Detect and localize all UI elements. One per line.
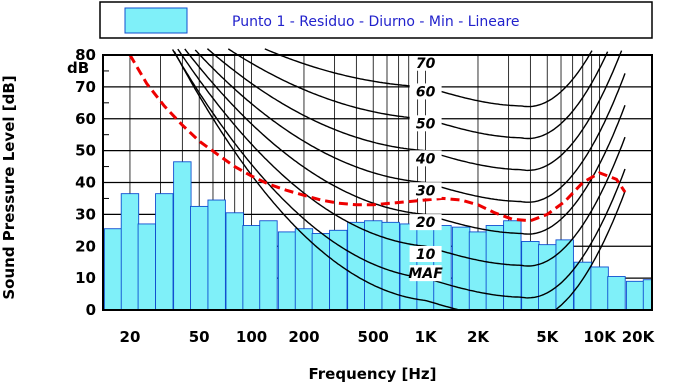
bar [521, 241, 540, 311]
bar [225, 212, 244, 311]
y-tick-label: 60 [75, 110, 96, 128]
loudness-curve [177, 48, 626, 267]
threshold-curve-line [128, 54, 627, 223]
legend: Punto 1 - Residuo - Diurno - Min - Linea… [99, 1, 653, 39]
legend-box [99, 1, 653, 39]
legend-swatch [124, 7, 188, 34]
curve-label: 30 [416, 183, 436, 199]
x-tick-label: 1K [415, 328, 438, 346]
curve-label-bg [409, 214, 442, 231]
curve-label-bg [409, 182, 442, 199]
curve-label-bg [409, 246, 442, 262]
bar [625, 280, 645, 311]
legend-label: Punto 1 - Residuo - Diurno - Min - Linea… [232, 14, 520, 30]
bar [155, 193, 174, 311]
bar [451, 226, 471, 311]
x-tick-label: 20K [622, 328, 656, 346]
bar [329, 229, 348, 311]
curve-label-bg [409, 83, 442, 100]
x-tick-label: 50 [189, 328, 210, 346]
curve-label: 50 [416, 116, 436, 132]
y-axis-label: Sound Pressure Level [dB] [0, 75, 18, 299]
curve-label-bg [409, 150, 442, 167]
x-tick-label: 200 [288, 328, 319, 346]
bar [120, 193, 140, 311]
bar [538, 244, 557, 311]
loudness-curve [184, 48, 626, 235]
x-tick-label: 20 [120, 328, 141, 346]
bar [259, 220, 278, 311]
curve-label: 10 [416, 247, 436, 263]
y-tick-label: 80 [75, 46, 96, 64]
loudness-curve [171, 49, 626, 299]
bar [103, 228, 123, 311]
bar [242, 225, 261, 311]
curve-label: 20 [416, 215, 436, 231]
bar [381, 221, 400, 311]
loudness-curve [194, 49, 626, 203]
bar [173, 161, 192, 311]
curve-label: 60 [416, 84, 436, 100]
y-tick-labels: 0 10 20 30 40 50 60 70 80 [75, 46, 96, 319]
curve-label-bg [409, 265, 442, 282]
y-tick-label: 0 [86, 301, 96, 319]
bar [207, 199, 226, 311]
y-tick-label: 30 [75, 205, 96, 223]
plot-frame [102, 54, 653, 311]
bar [468, 231, 488, 311]
loudness-curve [206, 48, 623, 172]
y-tick-label: 10 [75, 269, 96, 287]
curve-label-bg [409, 115, 442, 132]
bar [485, 225, 505, 311]
bar [137, 223, 156, 311]
x-tick-label: 5K [536, 328, 559, 346]
y-tick-label: 40 [75, 174, 96, 192]
bar [642, 279, 653, 311]
y-tick-label: 70 [75, 78, 96, 96]
curve-label: MAF [408, 266, 443, 282]
bar [555, 239, 574, 311]
curve-label-bg [409, 54, 442, 71]
x-tick-label: 100 [236, 328, 267, 346]
bar [347, 221, 366, 311]
bar [277, 231, 297, 311]
x-tick-label: 2K [467, 328, 490, 346]
curve-labels: 70 60 50 40 30 20 10 MAF [408, 54, 443, 282]
x-tick-label: 10K [583, 328, 617, 346]
y-tick-label: 50 [75, 142, 96, 160]
x-tick-labels: 20 50 100 200 500 1K 2K 5K 10K 20K [120, 328, 656, 346]
x-tick-label: 500 [358, 328, 389, 346]
x-axis-label: Frequency [Hz] [308, 365, 436, 383]
bar [607, 276, 626, 311]
threshold-curve [128, 54, 627, 223]
y-tick-label: 20 [75, 237, 96, 255]
bar [190, 205, 209, 311]
curve-label: 70 [416, 56, 436, 72]
bar [590, 266, 609, 311]
y-unit-label: dB [67, 59, 89, 77]
curve-label: 40 [415, 151, 436, 167]
